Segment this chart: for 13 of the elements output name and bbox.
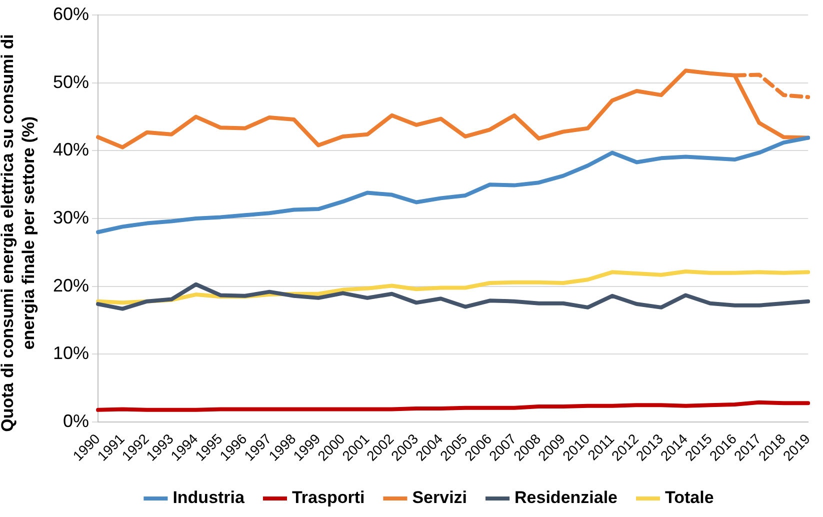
legend-label: Residenziale — [514, 488, 618, 508]
y-tick-label: 30% — [52, 208, 90, 228]
y-tick-label: 10% — [52, 343, 90, 364]
y-tick-label: 0% — [63, 411, 90, 432]
y-tick-label: 40% — [52, 140, 90, 160]
y-tick-label: 60% — [52, 4, 90, 24]
legend-label: Industria — [172, 488, 246, 508]
legend-label: Trasporti — [292, 488, 365, 508]
y-tick-label: 20% — [52, 275, 90, 296]
legend-label: Servizi — [412, 488, 468, 508]
y-axis-title: Quota di consumi energia elettrica su consumi di energia finale per settore (%) — [0, 33, 39, 433]
y-tick-label: 50% — [52, 72, 90, 92]
legend-label: Totale — [665, 488, 714, 508]
